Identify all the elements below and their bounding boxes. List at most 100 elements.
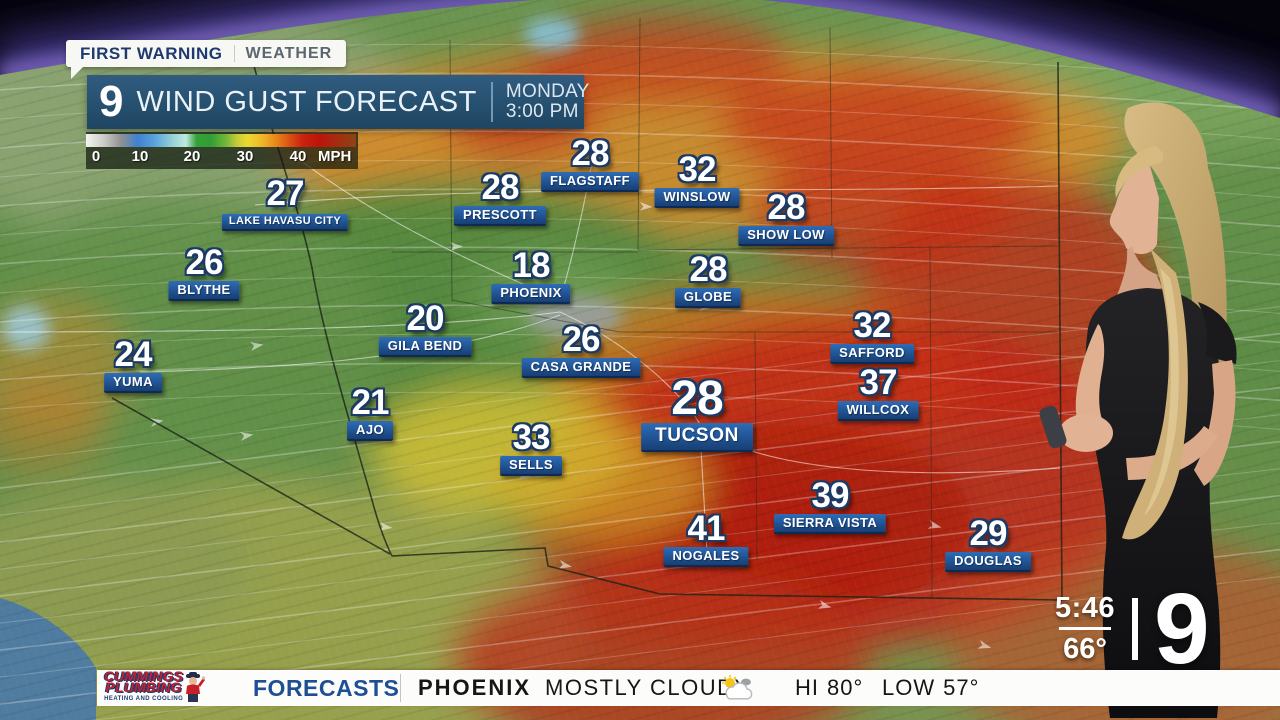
ticker-city: PHOENIX: [418, 675, 532, 700]
legend-tick-30: 30: [236, 148, 254, 165]
presenter-clicker: [1039, 405, 1067, 449]
city-marker-ajo: 21 AJO: [347, 383, 393, 441]
city-marker-winslow: 32 WINSLOW: [654, 150, 740, 208]
city-marker-phoenix: 18 PHOENIX: [491, 246, 571, 304]
interstate-10: [0, 311, 1061, 474]
weather-presenter: [1039, 102, 1237, 718]
sponsor-mascot-icon: [183, 670, 205, 706]
high-label: HI: [795, 675, 819, 700]
banner-title: WIND GUST FORECAST: [136, 85, 477, 118]
wind-gust-value: 28: [571, 134, 610, 173]
city-marker-flagstaff: 28 FLAGSTAFF: [541, 134, 639, 192]
wind-gust-value: 37: [859, 363, 898, 402]
wind-gust-value: 18: [512, 246, 551, 285]
city-marker-prescott: 28 PRESCOTT: [454, 168, 546, 226]
city-label: DOUGLAS: [945, 552, 1031, 572]
legend-color-gradient: [86, 134, 356, 147]
ticker-divider: [400, 674, 401, 702]
station-9-bug: 9: [1154, 573, 1210, 685]
city-label: GLOBE: [674, 288, 742, 308]
ticker-high: HI 80°: [795, 670, 863, 706]
city-label: SIERRA VISTA: [773, 514, 887, 534]
city-marker-gila-bend: 20 GILA BEND: [378, 299, 472, 357]
city-marker-yuma: 24 YUMA: [104, 335, 162, 393]
wind-gust-value: 21: [351, 383, 390, 422]
interstate-40: [254, 185, 1059, 206]
wind-gust-value: 32: [853, 306, 892, 345]
mexico-border: [391, 547, 1063, 601]
banner-day: MONDAY: [505, 81, 590, 102]
city-label: CASA GRANDE: [521, 358, 641, 378]
city-marker-willcox: 37 WILLCOX: [837, 363, 919, 421]
wind-gust-value: 32: [678, 150, 717, 189]
city-label: SHOW LOW: [738, 226, 834, 246]
wind-gust-value: 28: [689, 250, 728, 289]
new-mexico-border: [1057, 61, 1063, 601]
first-warning-badge: FIRST WARNING WEATHER: [66, 40, 347, 79]
wind-gust-value: 20: [406, 299, 445, 338]
sponsor-line3: HEATING AND COOLING: [104, 696, 184, 702]
city-label: PHOENIX: [491, 284, 571, 304]
city-marker-globe: 28 GLOBE: [674, 250, 742, 308]
presenter-face: [1109, 166, 1159, 255]
low-value: 57°: [943, 675, 980, 700]
map-features: [2, 18, 623, 350]
wind-gust-value: 29: [969, 514, 1008, 553]
phoenix-urban-area: [527, 296, 623, 336]
city-marker-nogales: 41 NOGALES: [663, 509, 749, 567]
wind-gust-value: 41: [687, 509, 726, 548]
gulf-of-california: [0, 598, 96, 720]
city-label: SELLS: [500, 456, 562, 476]
city-label: LAKE HAVASU CITY: [221, 214, 349, 231]
city-label: YUMA: [104, 373, 162, 393]
legend-unit: MPH: [318, 148, 352, 165]
city-label: TUCSON: [641, 423, 753, 452]
ticker-condition: MOSTLY CLOUDY: [545, 675, 751, 700]
presenter-figure: [1039, 102, 1237, 718]
wind-gust-value: 28: [767, 188, 806, 227]
city-label: PRESCOTT: [454, 206, 546, 226]
wind-gust-value: 39: [811, 476, 850, 515]
city-marker-blythe: 26 BLYTHE: [168, 243, 240, 301]
city-label: FLAGSTAFF: [541, 172, 639, 192]
city-label: BLYTHE: [168, 281, 240, 301]
lower-third-ticker: CUMMINGS PLUMBING HEATING AND COOLING FO…: [97, 668, 1280, 706]
county-borders: [392, 17, 1059, 599]
legend-tick-40: 40: [289, 148, 307, 165]
wind-speed-legend: 0 10 20 30 40 MPH: [86, 132, 358, 169]
city-label: WILLCOX: [837, 401, 919, 421]
legend-tick-0: 0: [91, 148, 101, 165]
forecast-title-banner: 9 WIND GUST FORECAST MONDAY 3:00 PM: [87, 75, 589, 129]
city-marker-casa-grande: 26 CASA GRANDE: [521, 320, 641, 378]
wind-gust-value: 28: [481, 168, 520, 207]
station-9-logo: 9: [99, 77, 124, 126]
legend-tick-10: 10: [131, 148, 149, 165]
current-temp: 66°: [1063, 633, 1107, 665]
time-temp-bug: 5:46 66° 9: [1052, 573, 1210, 685]
sponsor-line1: CUMMINGS: [104, 668, 184, 684]
banner-divider: [490, 82, 493, 122]
legend-tick-20: 20: [183, 148, 201, 165]
cloud-patch: [524, 18, 580, 50]
badge-divider: [233, 45, 235, 62]
wind-gust-value: 26: [562, 320, 601, 359]
city-marker-lake-havasu-city: 27 LAKE HAVASU CITY: [221, 174, 349, 231]
wind-gust-value: 24: [114, 335, 153, 374]
wind-gust-value: 27: [266, 174, 305, 213]
bug-divider: [1132, 598, 1138, 660]
badge-secondary-label: WEATHER: [245, 44, 333, 62]
city-marker-douglas: 29 DOUGLAS: [945, 514, 1031, 572]
city-label: GILA BEND: [378, 337, 472, 357]
city-label: WINSLOW: [654, 188, 740, 208]
current-time: 5:46: [1054, 592, 1116, 624]
low-label: LOW: [882, 675, 936, 700]
presenter-hands: [1059, 414, 1113, 452]
presenter-neck: [1116, 246, 1162, 298]
high-value: 80°: [827, 675, 864, 700]
interstate-19: [699, 431, 708, 553]
city-marker-sierra-vista: 39 SIERRA VISTA: [773, 476, 887, 534]
interstate-8: [139, 314, 561, 373]
wind-gust-value: 26: [185, 243, 224, 282]
sponsor-line2: PLUMBING: [105, 679, 182, 695]
